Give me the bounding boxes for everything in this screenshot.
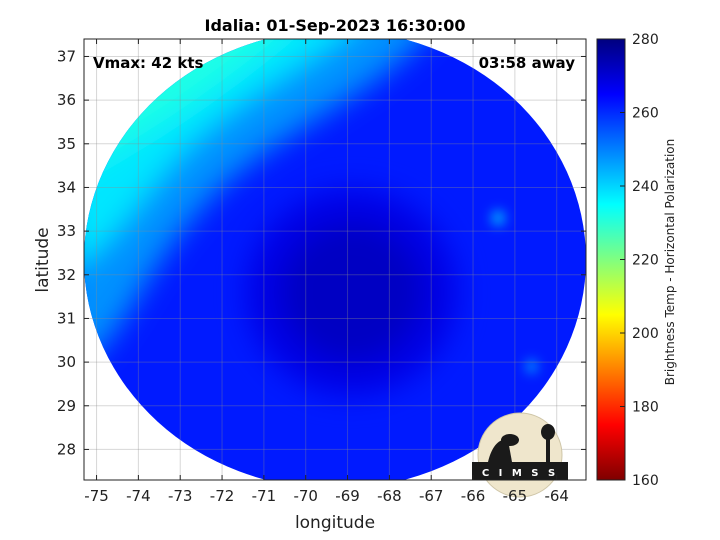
colorbar-tick-label: 260 (632, 106, 659, 122)
x-tick-label: -66 (461, 487, 486, 505)
x-tick-label: -74 (126, 487, 151, 505)
colorbar-tick-label: 180 (632, 400, 659, 416)
cloud-specks (492, 211, 537, 373)
x-tick-label: -68 (377, 487, 402, 505)
y-tick-label: 33 (57, 222, 76, 240)
x-tick-label: -75 (84, 487, 109, 505)
x-tick-label: -69 (335, 487, 360, 505)
y-tick-label: 37 (57, 47, 76, 65)
y-tick-label: 30 (57, 353, 76, 371)
x-tick-label: -67 (419, 487, 444, 505)
colorbar-tick-label: 160 (632, 473, 659, 489)
colorbar-tick-label: 220 (632, 253, 659, 269)
x-axis: -75 -74 -73 -72 -71 -70 -69 -68 -67 -66 -65 -64 (84, 39, 569, 505)
colorbar: 160 180 200 220 240 260 280 Brightness Temp - … (596, 32, 677, 489)
x-tick-label: -71 (252, 487, 277, 505)
x-tick-label: -72 (210, 487, 235, 505)
vmax-annotation: Vmax: 42 kts (93, 54, 203, 72)
cimss-logo-text: C I M S S (482, 468, 558, 479)
x-tick-label: -70 (293, 487, 318, 505)
colorbar-tick-label: 240 (632, 179, 659, 195)
chart-title: Idalia: 01-Sep-2023 16:30:00 (204, 16, 465, 35)
y-axis-title: latitude (33, 227, 53, 292)
time-away-annotation: 03:58 away (479, 54, 576, 72)
colorbar-tick-label: 200 (632, 326, 659, 342)
y-tick-label: 35 (57, 135, 76, 153)
y-tick-label: 36 (57, 91, 76, 109)
y-tick-label: 29 (57, 397, 76, 415)
x-tick-label: -64 (544, 487, 569, 505)
x-tick-label: -65 (503, 487, 528, 505)
x-axis-title: longitude (295, 513, 375, 533)
colorbar-ticks: 160 180 200 220 240 260 280 (620, 32, 659, 489)
warm-core (246, 189, 458, 396)
swath-field (84, 39, 586, 480)
colorbar-title: Brightness Temp - Horizontal Polarizatio… (663, 139, 677, 386)
y-tick-label: 34 (57, 178, 76, 196)
colorbar-tick-label: 280 (632, 32, 659, 48)
y-tick-label: 28 (57, 440, 76, 458)
y-tick-label: 32 (57, 266, 76, 284)
plot-frame (83, 38, 587, 481)
y-axis: 28 29 30 31 32 33 34 35 36 37 (57, 47, 586, 458)
cimss-logo: C I M S S (472, 412, 568, 498)
y-tick-label: 31 (57, 309, 76, 327)
x-tick-label: -73 (168, 487, 193, 505)
grid (84, 39, 586, 480)
brightness-temp-swath (84, 39, 586, 480)
